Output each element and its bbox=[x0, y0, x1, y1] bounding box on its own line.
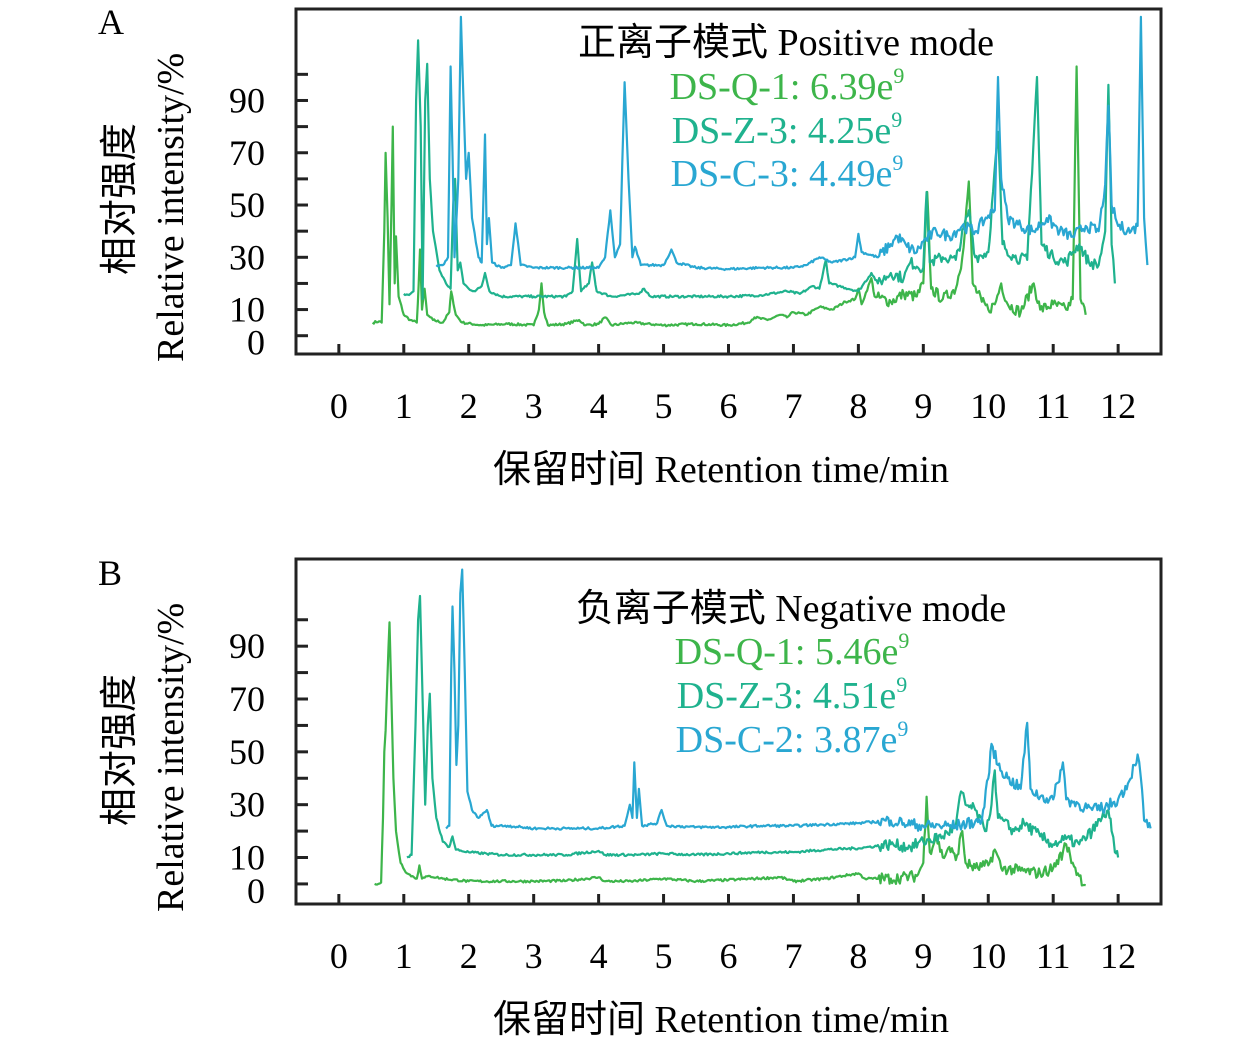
x-tick-label: 3 bbox=[525, 936, 543, 976]
y-axis-title-en: Relative intensity/% bbox=[150, 53, 192, 362]
x-tick-label: 5 bbox=[655, 936, 673, 976]
x-tick-label: 1 bbox=[395, 386, 413, 426]
traces bbox=[374, 568, 1152, 887]
y-tick-label: 10 bbox=[229, 290, 265, 330]
legend-entry: DS-Q-1: 5.46e9 bbox=[675, 628, 910, 673]
legend-entry: DS-C-2: 3.87e9 bbox=[676, 716, 909, 761]
x-tick-label: 9 bbox=[914, 936, 932, 976]
x-tick-label: 12 bbox=[1100, 386, 1136, 426]
x-tick-labels: 0 1 2 3 4 5 6 7 8 9 10 11 12 bbox=[330, 386, 1136, 426]
x-tick-label: 8 bbox=[849, 936, 867, 976]
y-axis-title-cn: 相对强度 bbox=[99, 123, 141, 275]
y-tick-label: 70 bbox=[229, 679, 265, 719]
y-tick-label: 0 bbox=[247, 323, 265, 363]
legend-text: DS-C-2: 3.87e bbox=[676, 719, 898, 761]
y-ticks bbox=[296, 618, 308, 886]
x-tick-label: 2 bbox=[460, 386, 478, 426]
x-tick-label: 4 bbox=[590, 386, 608, 426]
y-tick-label: 30 bbox=[229, 237, 265, 277]
y-tick-label: 70 bbox=[229, 133, 265, 173]
x-tick-label: 3 bbox=[525, 386, 543, 426]
x-tick-label: 0 bbox=[330, 386, 348, 426]
x-tick-label: 7 bbox=[784, 386, 802, 426]
y-tick-label: 10 bbox=[229, 838, 265, 878]
x-tick-labels: 0 1 2 3 4 5 6 7 8 9 10 11 12 bbox=[330, 936, 1136, 976]
y-tick-label: 50 bbox=[229, 732, 265, 772]
y-tick-label: 30 bbox=[229, 785, 265, 825]
trace-ds-q-1 bbox=[374, 621, 1086, 887]
y-ticks bbox=[296, 72, 308, 338]
trace-ds-z-3 bbox=[406, 594, 1120, 859]
x-ticks bbox=[337, 894, 1120, 904]
y-tick-label: 90 bbox=[229, 80, 265, 120]
y-axis-title-en: Relative intensity/% bbox=[150, 603, 192, 912]
legend-exponent: 9 bbox=[893, 63, 904, 88]
y-tick-label: 90 bbox=[229, 626, 265, 666]
x-tick-label: 2 bbox=[460, 936, 478, 976]
x-axis-title: 保留时间 Retention time/min bbox=[493, 999, 949, 1041]
x-tick-label: 0 bbox=[330, 936, 348, 976]
legend-exponent: 9 bbox=[891, 107, 902, 132]
x-tick-label: 7 bbox=[784, 936, 802, 976]
legend-exponent: 9 bbox=[896, 672, 907, 697]
x-tick-label: 12 bbox=[1100, 936, 1136, 976]
legend-entry: DS-Q-1: 6.39e9 bbox=[670, 63, 905, 108]
x-tick-label: 6 bbox=[720, 386, 738, 426]
trace-ds-c-3 bbox=[435, 15, 1149, 272]
legend-text: DS-Q-1: 6.39e bbox=[670, 66, 894, 108]
panel-b: B 相对强度 Relative intensity/% 01030507090 … bbox=[98, 553, 1163, 1041]
traces bbox=[371, 15, 1149, 328]
x-ticks bbox=[337, 344, 1120, 354]
legend-entry: DS-Z-3: 4.51e9 bbox=[677, 672, 908, 717]
x-tick-label: 11 bbox=[1036, 386, 1071, 426]
panel-label: B bbox=[98, 553, 122, 593]
x-axis-title: 保留时间 Retention time/min bbox=[493, 449, 949, 491]
x-tick-label: 9 bbox=[914, 386, 932, 426]
legend-text: DS-Z-3: 4.51e bbox=[677, 675, 897, 717]
mode-title: 负离子模式 Negative mode bbox=[576, 588, 1007, 630]
x-tick-label: 1 bbox=[395, 936, 413, 976]
x-tick-label: 4 bbox=[590, 936, 608, 976]
trace-ds-c-2 bbox=[445, 568, 1152, 832]
x-tick-label: 8 bbox=[849, 386, 867, 426]
legend-entry: DS-C-3: 4.49e9 bbox=[671, 150, 904, 195]
legend-exponent: 9 bbox=[892, 150, 903, 175]
mode-title: 正离子模式 Positive mode bbox=[578, 22, 994, 64]
legend-exponent: 9 bbox=[898, 628, 909, 653]
y-tick-label: 50 bbox=[229, 185, 265, 225]
legend-text: DS-C-3: 4.49e bbox=[671, 153, 893, 195]
y-tick-labels: 010 30 50 70 90 bbox=[229, 626, 265, 911]
y-axis-title-cn: 相对强度 bbox=[99, 674, 141, 826]
x-tick-label: 5 bbox=[655, 386, 673, 426]
y-tick-labels: 010 30 50 70 90 bbox=[229, 80, 265, 362]
x-tick-label: 10 bbox=[970, 936, 1006, 976]
legend-exponent: 9 bbox=[897, 716, 908, 741]
legend-text: DS-Z-3: 4.25e bbox=[672, 110, 892, 152]
x-tick-label: 10 bbox=[970, 386, 1006, 426]
x-tick-label: 11 bbox=[1036, 936, 1071, 976]
legend-entry: DS-Z-3: 4.25e9 bbox=[672, 107, 903, 152]
legend-text: DS-Q-1: 5.46e bbox=[675, 631, 899, 673]
panel-a: A 相对强度 Relative intensity/% 01030507090 … bbox=[98, 2, 1163, 491]
x-tick-label: 6 bbox=[720, 936, 738, 976]
y-tick-label: 0 bbox=[247, 871, 265, 911]
panel-label: A bbox=[98, 2, 124, 42]
